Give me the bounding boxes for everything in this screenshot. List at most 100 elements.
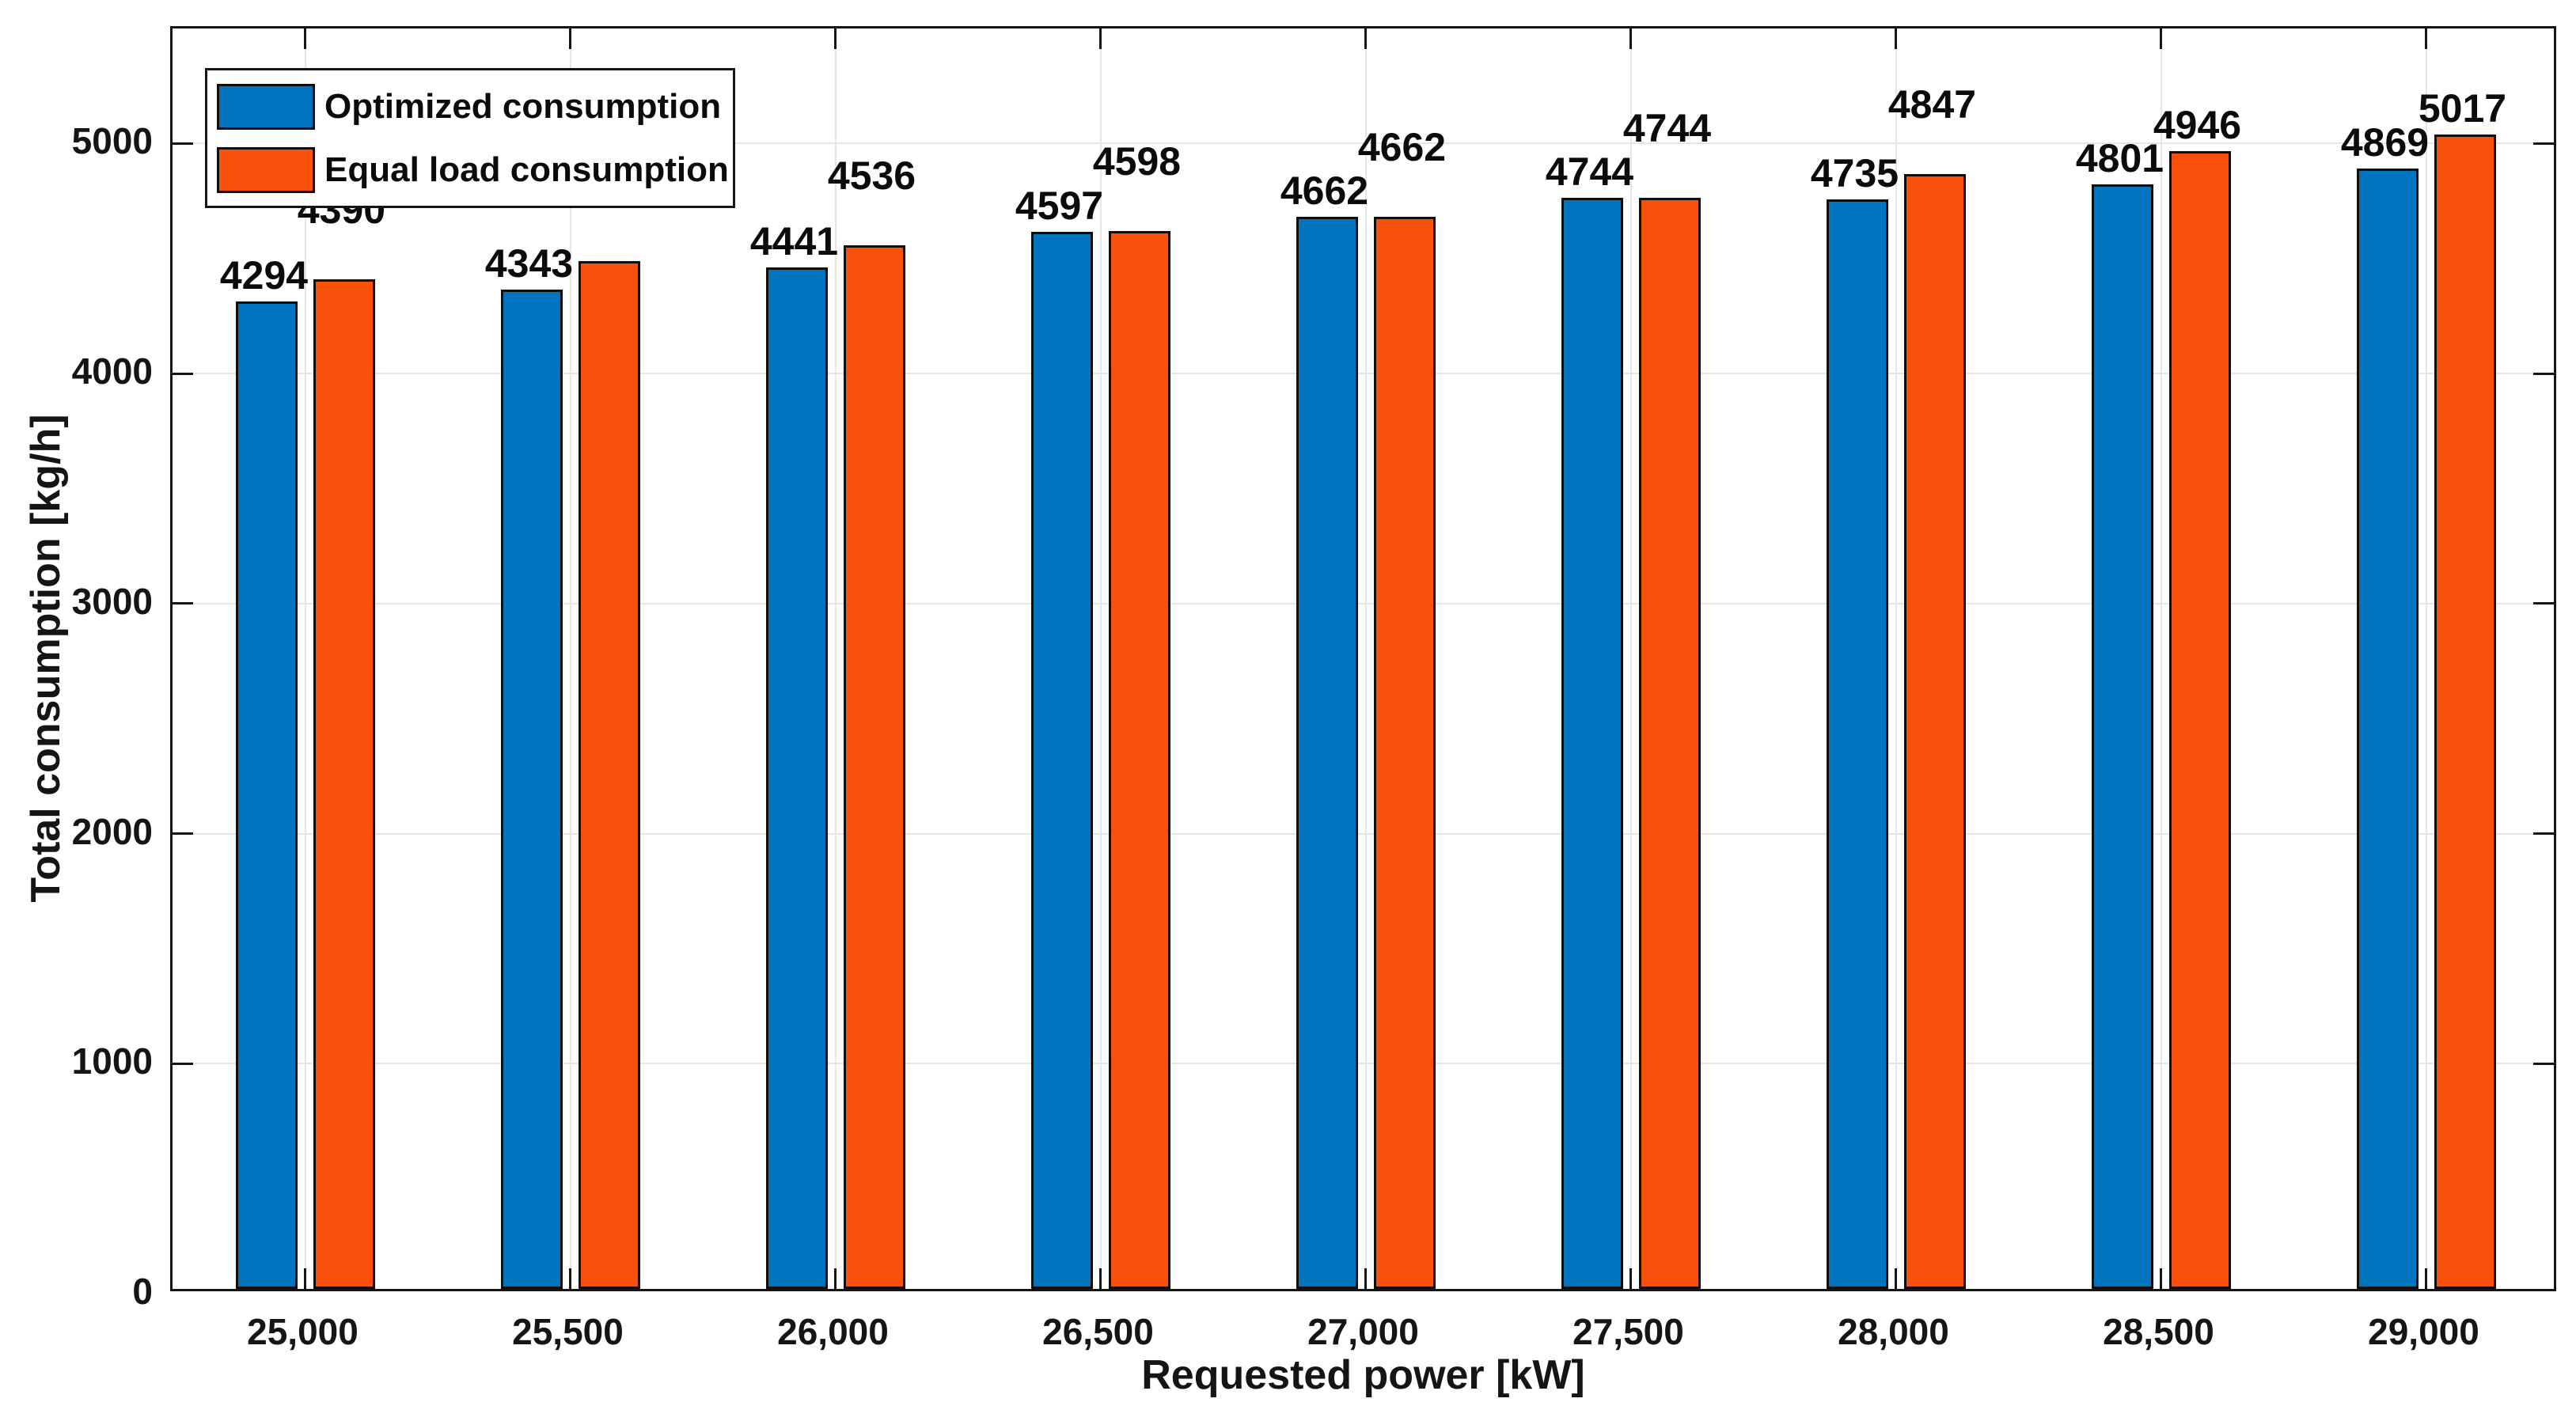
h-gridline-2000 [173, 832, 2554, 835]
bar-value-equal-load-29,000: 5017 [2418, 86, 2507, 131]
y-tick-right-3000 [2533, 602, 2554, 605]
x-tick-top-29,000 [2425, 28, 2427, 49]
bar-equal-load-28,500 [2168, 151, 2231, 1289]
v-gridline-26,500 [1099, 28, 1102, 1289]
bar-optimized-26,500 [1030, 231, 1093, 1289]
x-tick-bottom-25,000 [304, 1268, 306, 1289]
bar-optimized-28,500 [2091, 184, 2153, 1289]
bar-value-equal-load-28,000: 4847 [1887, 81, 1977, 127]
h-gridline-4000 [173, 373, 2554, 375]
x-tick-bottom-25,500 [569, 1268, 571, 1289]
x-tick-bottom-26,000 [834, 1268, 837, 1289]
y-tick-label-2000: 2000 [71, 810, 153, 852]
y-tick-left-2000 [173, 832, 193, 836]
bar-optimized-25,500 [500, 290, 563, 1289]
h-gridline-1000 [173, 1063, 2554, 1065]
bar-equal-load-29,000 [2434, 135, 2496, 1289]
h-gridline-5000 [173, 142, 2554, 145]
x-tick-top-26,500 [1099, 28, 1102, 49]
legend-item-equal-load: Equal load consumption [217, 146, 733, 193]
v-gridline-28,500 [2160, 28, 2162, 1289]
x-tick-bottom-29,000 [2425, 1268, 2427, 1289]
y-tick-label-4000: 4000 [71, 351, 153, 392]
y-tick-label-3000: 3000 [71, 580, 153, 622]
legend: Optimized consumption Equal load consump… [205, 68, 735, 208]
x-tick-top-26,000 [834, 28, 837, 49]
bar-value-equal-load-28,500: 4946 [2153, 103, 2242, 148]
y-tick-left-3000 [173, 602, 193, 605]
v-gridline-28,000 [1895, 28, 1897, 1289]
bar-value-optimized-25,000: 4294 [219, 252, 309, 298]
x-tick-top-25,500 [569, 28, 571, 49]
x-tick-label-26,500: 26,500 [1042, 1311, 1154, 1352]
x-tick-label-25,000: 25,000 [247, 1311, 359, 1352]
y-tick-label-0: 0 [132, 1271, 153, 1312]
plot-area: Optimized consumption Equal load consump… [170, 26, 2556, 1291]
bar-equal-load-25,000 [313, 279, 375, 1289]
x-tick-label-28,000: 28,000 [1838, 1311, 1949, 1352]
bar-equal-load-25,500 [578, 260, 640, 1289]
bar-optimized-25,000 [235, 301, 298, 1289]
x-axis-label: Requested power [kW] [1141, 1352, 1585, 1398]
v-gridline-25,500 [569, 28, 571, 1289]
v-gridline-26,000 [834, 28, 837, 1289]
y-tick-left-4000 [173, 372, 193, 375]
bar-equal-load-26,500 [1108, 231, 1170, 1289]
legend-swatch-equal-load [217, 146, 315, 193]
y-tick-right-4000 [2533, 372, 2554, 375]
y-tick-right-1000 [2533, 1062, 2554, 1065]
y-tick-left-1000 [173, 1062, 193, 1065]
y-tick-right-2000 [2533, 832, 2554, 836]
bar-value-equal-load-26,000: 4536 [827, 153, 916, 199]
bar-optimized-27,500 [1561, 197, 1623, 1289]
y-tick-label-1000: 1000 [71, 1040, 153, 1082]
y-tick-label-5000: 5000 [71, 120, 153, 162]
x-tick-label-27,000: 27,000 [1307, 1311, 1419, 1352]
x-tick-bottom-28,000 [1895, 1268, 1897, 1289]
x-tick-top-28,500 [2160, 28, 2162, 49]
bar-value-optimized-26,500: 4597 [1015, 183, 1104, 228]
bar-equal-load-27,500 [1638, 197, 1701, 1289]
x-tick-label-29,000: 29,000 [2368, 1311, 2479, 1352]
x-tick-top-27,000 [1364, 28, 1367, 49]
bar-value-optimized-27,500: 4744 [1545, 149, 1634, 194]
bar-value-optimized-28,000: 4735 [1810, 151, 1899, 196]
bar-value-optimized-26,000: 4441 [749, 218, 839, 263]
legend-label-optimized: Optimized consumption [324, 86, 722, 126]
bar-value-optimized-27,000: 4662 [1280, 168, 1369, 213]
bar-value-equal-load-27,000: 4662 [1357, 124, 1447, 169]
x-tick-top-27,500 [1629, 28, 1632, 49]
bar-value-equal-load-27,500: 4744 [1622, 105, 1712, 150]
h-gridline-3000 [173, 602, 2554, 604]
x-tick-bottom-26,500 [1099, 1268, 1102, 1289]
bar-equal-load-28,000 [1903, 173, 1966, 1289]
x-tick-label-27,500: 27,500 [1573, 1311, 1684, 1352]
v-gridline-29,000 [2425, 28, 2427, 1289]
legend-swatch-optimized [217, 83, 315, 130]
v-gridline-27,000 [1364, 28, 1367, 1289]
y-tick-left-5000 [173, 142, 193, 145]
legend-label-equal-load: Equal load consumption [324, 150, 729, 189]
bar-optimized-28,000 [1826, 199, 1888, 1289]
bar-equal-load-27,000 [1373, 216, 1436, 1289]
x-tick-bottom-28,500 [2160, 1268, 2162, 1289]
legend-item-optimized: Optimized consumption [217, 83, 733, 130]
bar-value-equal-load-26,500: 4598 [1092, 139, 1182, 184]
x-tick-top-25,000 [304, 28, 306, 49]
x-tick-bottom-27,000 [1364, 1268, 1367, 1289]
bar-optimized-27,000 [1296, 216, 1358, 1289]
x-tick-label-28,500: 28,500 [2103, 1311, 2214, 1352]
bar-equal-load-26,000 [843, 245, 905, 1289]
v-gridline-25,000 [304, 28, 306, 1289]
x-tick-label-25,500: 25,500 [512, 1311, 624, 1352]
bar-optimized-29,000 [2356, 169, 2419, 1289]
bar-value-optimized-25,500: 4343 [484, 241, 574, 286]
bar-optimized-26,000 [765, 267, 828, 1289]
y-tick-right-5000 [2533, 142, 2554, 145]
x-tick-top-28,000 [1895, 28, 1897, 49]
x-tick-bottom-27,500 [1629, 1268, 1632, 1289]
x-tick-label-26,000: 26,000 [777, 1311, 889, 1352]
bar-value-optimized-29,000: 4869 [2340, 120, 2430, 165]
v-gridline-27,500 [1629, 28, 1632, 1289]
